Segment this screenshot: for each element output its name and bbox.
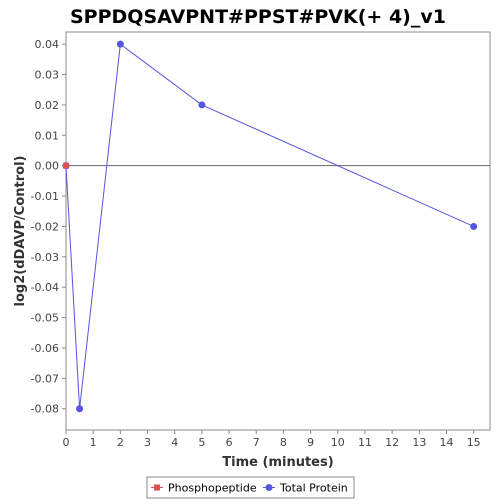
y-tick-label: 0.00: [35, 160, 60, 173]
plot-area: [65, 31, 491, 431]
x-tick-label: 5: [198, 436, 205, 449]
y-tick-label: -0.04: [31, 281, 59, 294]
data-point: [116, 40, 124, 48]
x-axis-title: Time (minutes): [222, 455, 333, 470]
x-tick-label: 13: [412, 436, 426, 449]
legend-label-total-protein: Total Protein: [279, 482, 348, 495]
y-tick-label: -0.08: [31, 403, 59, 416]
x-tick-label: 11: [358, 436, 372, 449]
x-tick-label: 14: [440, 436, 454, 449]
y-axis: 0.04 0.03 0.02 0.01 0.00 -0.01 -0.02 -0.03 -0.04…: [31, 38, 66, 416]
legend-label-phosphopeptide: Phosphopeptide: [168, 482, 257, 495]
x-tick-label: 4: [171, 436, 178, 449]
x-tick-label: 12: [385, 436, 399, 449]
y-tick-label: -0.02: [31, 220, 59, 233]
y-tick-label: 0.02: [35, 99, 60, 112]
x-tick-label: 0: [63, 436, 70, 449]
series-layer: [62, 40, 478, 413]
y-tick-label: -0.01: [31, 190, 59, 203]
y-tick-label: 0.04: [35, 38, 60, 51]
y-tick-label: 0.03: [35, 69, 60, 82]
y-tick-label: -0.06: [31, 342, 59, 355]
x-tick-label: 3: [144, 436, 151, 449]
y-tick-label: -0.07: [31, 372, 59, 385]
x-tick-label: 2: [117, 436, 124, 449]
y-axis-title: log2(dDAVP/Control): [13, 156, 28, 307]
x-tick-label: 6: [226, 436, 233, 449]
y-tick-label: -0.03: [31, 251, 59, 264]
legend-swatch-total-protein: [265, 484, 273, 491]
x-axis: 0 1 2 3 4 5 6 7 8 9 10 11 12 13 14 15: [63, 430, 481, 449]
chart-title: SPPDQSAVPNT#PPST#PVK(+ 4)_v1: [70, 6, 446, 28]
data-point: [76, 405, 84, 413]
data-point: [198, 101, 206, 109]
legend-box: [146, 476, 355, 499]
x-tick-label: 9: [307, 436, 314, 449]
x-tick-label: 1: [90, 436, 97, 449]
data-point: [63, 162, 69, 169]
x-tick-label: 15: [467, 436, 481, 449]
x-tick-label: 8: [280, 436, 287, 449]
legend: Phosphopeptide Total Protein: [146, 476, 355, 499]
x-tick-label: 10: [331, 436, 345, 449]
y-tick-label: 0.01: [35, 129, 60, 142]
x-tick-label: 7: [253, 436, 260, 449]
data-point: [470, 222, 478, 230]
y-tick-label: -0.05: [31, 312, 59, 325]
legend-swatch-phosphopeptide: [154, 484, 160, 491]
